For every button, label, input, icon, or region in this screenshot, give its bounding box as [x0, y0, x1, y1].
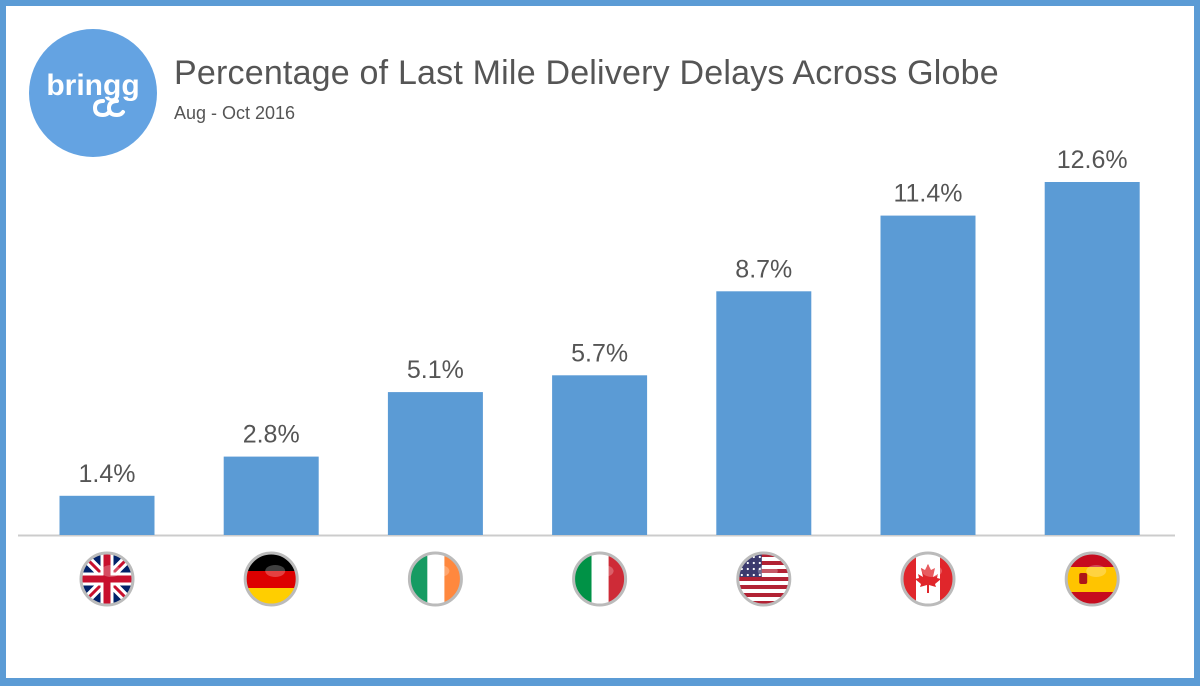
chart-subtitle: Aug - Oct 2016 [174, 103, 296, 123]
bringg-logo: bringg [29, 29, 157, 157]
uk-flag-icon: United Kingdom [79, 551, 135, 607]
bar-spain [1044, 182, 1140, 535]
bar-germany [223, 456, 319, 535]
usa-flag-icon: United States [736, 551, 792, 607]
data-label: 12.6% [1057, 146, 1128, 174]
bar-canada [880, 215, 976, 535]
data-label: 5.1% [407, 356, 464, 384]
chart-title: Percentage of Last Mile Delivery Delays … [174, 54, 999, 92]
italy-flag-icon: Italy [572, 551, 628, 607]
bar-italy [552, 375, 648, 535]
data-label: 2.8% [243, 421, 300, 449]
ireland-flag-icon: Ireland [407, 551, 463, 607]
spain-flag-icon: Spain [1064, 551, 1120, 607]
canada-flag-icon: Canada [900, 551, 956, 607]
data-label: 11.4% [893, 180, 962, 208]
data-label: 5.7% [571, 339, 628, 367]
bar-ireland [387, 392, 483, 535]
logo-text: bringg [46, 69, 139, 102]
germany-flag-icon: Germany [243, 551, 299, 607]
bar-united-kingdom [59, 495, 155, 535]
bringg-logo-icon: bringg [46, 69, 140, 118]
data-label: 1.4% [79, 460, 136, 488]
data-label: 8.7% [735, 255, 792, 283]
bar-united-states [716, 291, 812, 535]
